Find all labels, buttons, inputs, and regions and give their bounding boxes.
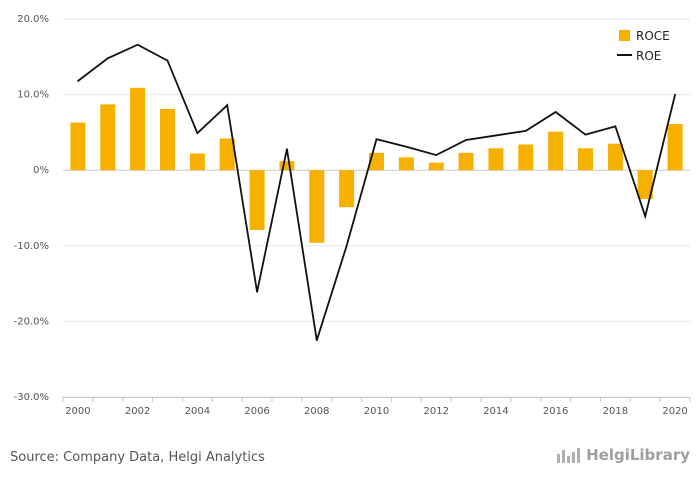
roce-bar[interactable] (488, 148, 504, 171)
roce-bar[interactable] (607, 143, 623, 171)
roce-bar[interactable] (219, 138, 235, 171)
roce-bar[interactable] (100, 104, 116, 171)
roce-bar[interactable] (667, 124, 683, 171)
roe-point[interactable] (465, 139, 467, 141)
roce-bar[interactable] (637, 170, 653, 199)
roe-point[interactable] (644, 215, 647, 218)
x-tick-label: 2010 (364, 406, 389, 417)
source-note: Source: Company Data, Helgi Analytics (10, 450, 265, 465)
roce-bar[interactable] (249, 170, 265, 230)
roce-bar[interactable] (428, 162, 444, 171)
roe-point[interactable] (674, 93, 676, 96)
roe-point[interactable] (315, 339, 318, 342)
y-tick-label: -10.0% (14, 241, 49, 252)
roe-point[interactable] (495, 134, 497, 137)
roe-point[interactable] (345, 245, 348, 247)
x-tick-label: 2020 (662, 406, 687, 417)
y-tick-label: 0% (33, 165, 49, 176)
roe-point[interactable] (524, 130, 527, 132)
roe-point[interactable] (106, 57, 109, 60)
legend-swatch-roce (619, 30, 630, 41)
x-tick-label: 2016 (543, 406, 568, 417)
roe-point[interactable] (554, 111, 557, 113)
logo-icon (557, 448, 581, 463)
x-tick-label: 2008 (304, 406, 329, 417)
roce-bar[interactable] (398, 157, 414, 171)
roce-bar[interactable] (309, 170, 325, 243)
roe-point[interactable] (405, 145, 408, 148)
legend-label-roce: ROCE (636, 29, 670, 43)
x-tick-label: 2006 (244, 406, 269, 417)
y-tick-label: 20.0% (17, 14, 49, 25)
legend-item-roce[interactable]: ROCE (619, 29, 670, 43)
roce-bar[interactable] (189, 153, 205, 171)
y-tick-label: -20.0% (14, 316, 49, 327)
roce-bar[interactable] (578, 148, 593, 171)
legend: ROCE ROE (617, 29, 670, 63)
chart: 20.0%10.0%0%-10.0%-20.0%-30.0% 2000 2002 2… (14, 14, 691, 417)
y-tick-label: 10.0% (17, 90, 49, 101)
x-tick-label: 2000 (65, 406, 90, 417)
roe-point[interactable] (226, 104, 229, 106)
roce-bar[interactable] (339, 170, 355, 208)
y-axis: 20.0% 10.0% 0% -10.0% -20.0% -30.0% (14, 14, 49, 403)
roce-bar[interactable] (369, 152, 384, 171)
roce-bar[interactable] (70, 122, 86, 171)
roce-bars (70, 87, 683, 243)
roe-point[interactable] (136, 43, 139, 46)
x-tick-label: 2012 (423, 406, 448, 417)
roe-point[interactable] (256, 291, 258, 293)
roe-point[interactable] (435, 154, 438, 156)
roce-bar[interactable] (458, 152, 474, 171)
grid-lines (63, 18, 690, 398)
roce-bar[interactable] (130, 87, 146, 171)
x-tick-label: 2004 (185, 406, 210, 417)
roe-point[interactable] (584, 133, 587, 136)
roce-bar[interactable] (279, 161, 295, 171)
roe-line-group (77, 43, 676, 342)
y-tick-label: -30.0% (14, 392, 49, 403)
roe-point[interactable] (375, 138, 378, 141)
roce-bar[interactable] (518, 144, 534, 171)
roe-point[interactable] (196, 132, 199, 134)
x-tick-label: 2014 (483, 406, 508, 417)
helgi-library-logo: HelgiLibrary (556, 446, 690, 464)
logo-text: HelgiLibrary (586, 446, 690, 464)
roe-line[interactable] (77, 43, 676, 341)
x-axis: 2000 2002 2004 2006 2008 2010 2012 2014 2016 2018… (62, 397, 691, 417)
roe-point[interactable] (286, 148, 288, 150)
roce-bar[interactable] (548, 131, 564, 171)
roe-point[interactable] (166, 59, 169, 62)
x-tick-label: 2018 (603, 406, 628, 417)
x-tick-label: 2002 (125, 406, 150, 417)
roe-point[interactable] (614, 125, 617, 128)
legend-label-roe: ROE (636, 49, 661, 63)
roe-point[interactable] (77, 80, 79, 82)
legend-item-roe[interactable]: ROE (617, 49, 661, 63)
roce-bar[interactable] (160, 108, 175, 171)
